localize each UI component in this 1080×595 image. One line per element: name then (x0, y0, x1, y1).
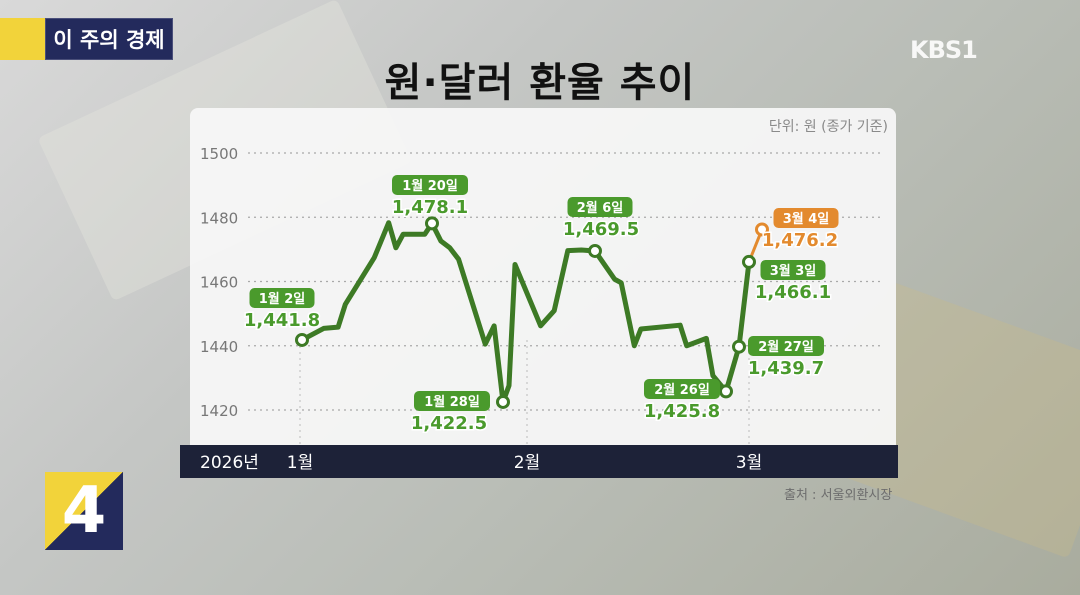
segment-badge-accent (0, 18, 45, 60)
annotation-date-label: 3월 3일 (770, 263, 817, 279)
y-tick-label: 1440 (200, 338, 238, 356)
annotation-date-label: 2월 27일 (758, 339, 814, 355)
annotation-value-label: 1,478.1 (392, 197, 468, 218)
year-label: 2026년 (200, 453, 259, 473)
annotation-date-pill (392, 175, 468, 195)
channel-logo: KBS1 (910, 36, 978, 64)
data-point-marker (719, 384, 733, 399)
annotation-date-label: 2월 26일 (654, 382, 710, 398)
data-point-marker (425, 216, 439, 231)
annotation-date-pill (414, 391, 490, 411)
annotation-value-label: 1,422.5 (411, 413, 487, 434)
unit-note: 단위: 원 (종가 기준) (768, 119, 888, 135)
annotation-date-label: 1월 28일 (424, 394, 480, 410)
annotation-date-label: 1월 2일 (259, 291, 306, 307)
x-tick-label: 2월 (514, 453, 540, 473)
annotation-date-label: 2월 6일 (577, 200, 624, 216)
annotation-date-pill (567, 197, 633, 217)
data-point-marker (295, 332, 309, 347)
segment-badge: 이 주의 경제 (45, 18, 173, 60)
y-tick-label: 1460 (200, 274, 238, 292)
series-line (300, 220, 752, 405)
annotation-value-label: 1,476.2 (762, 230, 838, 251)
annotation-date-pill (773, 208, 839, 228)
annotation-value-label: 1,469.5 (563, 219, 639, 240)
annotation-date-pill (644, 379, 720, 399)
source-note: 출처 : 서울외환시장 (784, 488, 893, 503)
annotation-value-label: 1,466.1 (755, 282, 831, 303)
program-number-logo: 4 (45, 472, 123, 550)
data-point-marker (496, 394, 510, 409)
y-tick-label: 1420 (200, 402, 238, 420)
annotation-value-label: 1,441.8 (244, 310, 320, 331)
data-point-marker (742, 254, 756, 269)
annotation-value-label: 1,425.8 (644, 401, 720, 422)
annotation-date-label: 1월 20일 (402, 178, 458, 194)
annotation-date-pill (249, 288, 315, 308)
data-point-marker (588, 243, 602, 258)
data-point-marker (755, 222, 769, 237)
chart-panel (190, 108, 896, 453)
chart-title: 원·달러 환율 추이 (384, 60, 696, 106)
data-point-marker (732, 339, 746, 354)
annotation-date-label: 3월 4일 (783, 211, 830, 227)
annotation-date-pill (760, 260, 826, 280)
x-axis-bar (180, 445, 898, 478)
annotation-date-pill (748, 336, 824, 356)
x-tick-label: 3월 (736, 453, 762, 473)
annotation-value-label: 1,439.7 (748, 358, 824, 379)
x-tick-label: 1월 (287, 453, 313, 473)
y-tick-label: 1500 (200, 145, 238, 163)
y-tick-label: 1480 (200, 209, 238, 227)
